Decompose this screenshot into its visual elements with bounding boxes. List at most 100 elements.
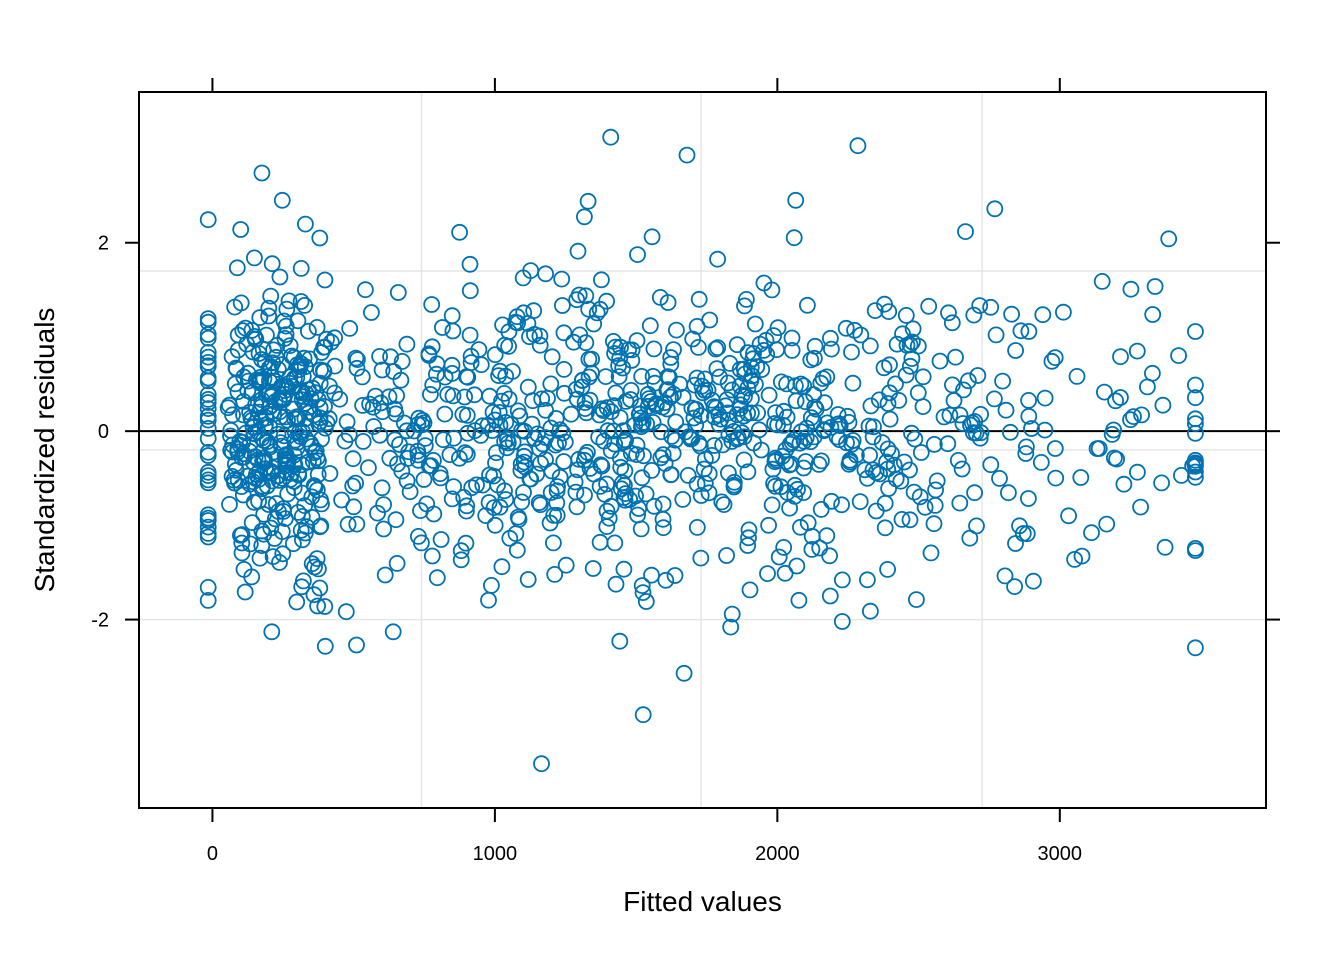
scatter-point (786, 476, 804, 494)
scatter-point (418, 495, 436, 513)
scatter-point (311, 374, 329, 392)
scatter-point (199, 407, 217, 425)
scatter-point (456, 388, 474, 406)
scatter-point (531, 327, 549, 345)
scatter-point (596, 485, 614, 503)
scatter-point (354, 432, 372, 450)
scatter-point (260, 372, 278, 390)
scatter-point (336, 432, 354, 450)
scatter-point (655, 519, 672, 537)
scatter-point (549, 478, 566, 496)
scatter-point (1020, 407, 1038, 425)
scatter-point (816, 394, 833, 412)
scatter-point (755, 274, 773, 292)
scatter-point (1187, 639, 1204, 657)
scatter-point (309, 466, 327, 483)
scatter-point (286, 431, 304, 449)
scatter-point (803, 541, 821, 558)
scatter-point (263, 255, 281, 273)
scatter-point (628, 436, 646, 454)
scatter-point (1106, 449, 1123, 467)
scatter-point (763, 496, 781, 514)
scatter-point (1012, 322, 1030, 340)
scatter-point (986, 200, 1004, 218)
scatter-point (1072, 469, 1090, 486)
scatter-point (1122, 411, 1139, 429)
scatter-point (255, 525, 273, 543)
scatter-point (688, 369, 706, 387)
scatter-point (199, 463, 217, 481)
scatter-point (255, 431, 272, 449)
scatter-point (529, 425, 546, 443)
scatter-point (496, 336, 514, 354)
scatter-point (715, 496, 733, 514)
scatter-point (554, 424, 572, 442)
scatter-point (452, 551, 470, 569)
scatter-point (345, 498, 363, 516)
scatter-point (949, 451, 967, 469)
scatter-point (1020, 490, 1037, 507)
scatter-point (903, 424, 920, 442)
scatter-point (775, 416, 792, 434)
scatter-point (709, 339, 727, 357)
scatter-point (823, 492, 840, 510)
scatter-point (1187, 454, 1204, 472)
scatter-point (576, 486, 593, 504)
scatter-point (943, 314, 961, 332)
scatter-point (338, 413, 356, 431)
scatter-point (675, 664, 693, 682)
scatter-point (658, 400, 676, 418)
scatter-point (1006, 578, 1023, 595)
scatter-point (881, 410, 899, 428)
scatter-point (401, 483, 419, 501)
scatter-point (458, 497, 476, 515)
scatter-point (926, 496, 944, 514)
scatter-point (957, 223, 974, 241)
scatter-point (931, 352, 949, 370)
scatter-point (199, 518, 217, 536)
scatter-point (239, 372, 257, 390)
scatter-point (562, 405, 580, 423)
scatter-point (605, 422, 623, 440)
scatter-point (632, 409, 650, 427)
scatter-point (450, 449, 468, 467)
scatter-point (1146, 278, 1164, 295)
scatter-point (839, 407, 856, 425)
scatter-point (486, 346, 504, 364)
scatter-point (645, 340, 663, 358)
scatter-point (947, 348, 964, 366)
scatter-point (1018, 438, 1035, 456)
scatter-point (292, 293, 310, 310)
scatter-point (719, 374, 737, 392)
scatter-point (234, 486, 252, 504)
scatter-point (199, 400, 217, 418)
scatter-point (1046, 440, 1064, 457)
scatter-point (504, 362, 521, 380)
scatter-point (709, 250, 726, 268)
scatter-point (790, 591, 808, 609)
scatter-point (610, 357, 627, 375)
scatter-point (969, 367, 987, 384)
scatter-point (199, 474, 217, 492)
scatter-point (375, 496, 393, 514)
scatter-point (276, 329, 294, 347)
scatter-point (1036, 421, 1054, 439)
scatter-point (965, 306, 983, 324)
scatter-point (578, 404, 595, 422)
scatter-point (428, 569, 446, 587)
scatter-point (766, 477, 784, 495)
scatter-point (320, 377, 338, 395)
scatter-point (483, 422, 501, 440)
scatter-point (443, 356, 461, 374)
scatter-point (683, 430, 701, 447)
scatter-point (897, 306, 915, 324)
scatter-point (235, 448, 253, 466)
scatter-point (537, 265, 554, 283)
scatter-point (412, 534, 430, 552)
scatter-point (423, 547, 441, 565)
scatter-point (821, 547, 838, 565)
scatter-point (235, 406, 252, 424)
scatter-point (1128, 342, 1146, 360)
scatter-point (445, 478, 463, 496)
scatter-point (728, 336, 746, 354)
